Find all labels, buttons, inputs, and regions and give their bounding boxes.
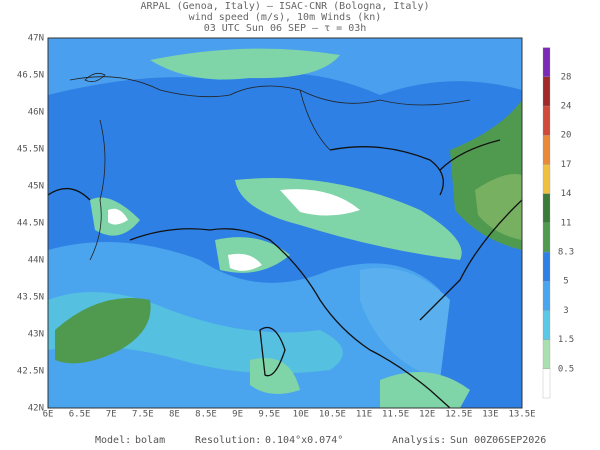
lat-label: 43.5N (17, 293, 44, 303)
lon-label: 13E (482, 410, 498, 420)
lon-label: 10E (293, 410, 309, 420)
colorbar-swatch (542, 47, 551, 77)
colorbar-label: 28 (561, 72, 572, 82)
lon-label: 12.5E (445, 410, 472, 420)
map-frame (47, 37, 523, 409)
colorbar-swatch (542, 251, 551, 282)
lon-label: 6E (43, 410, 54, 420)
colorbar-swatch (542, 339, 551, 369)
lat-label: 46.5N (17, 71, 44, 81)
colorbar-swatch (542, 193, 551, 223)
footer-label: Model: (95, 435, 131, 446)
lon-label: 9.5E (258, 410, 280, 420)
colorbar-swatch (542, 310, 551, 340)
lon-label: 13.5E (508, 410, 535, 420)
lon-label: 6.5E (69, 410, 91, 420)
lon-label: 8E (169, 410, 180, 420)
lon-label: 8.5E (195, 410, 217, 420)
colorbar-label: 20 (561, 131, 572, 141)
colorbar: 0.5 1.5 3 5 8.3 11 14 17 20 24 28 (542, 47, 574, 399)
lat-label: 42.5N (17, 367, 44, 377)
colorbar-label: 1.5 (558, 335, 574, 345)
lat-label: 46N (28, 108, 44, 118)
colorbar-swatch (542, 222, 551, 253)
lat-label: 47N (28, 34, 44, 44)
footer-value: 0.104°x0.074° (265, 435, 343, 446)
lon-label: 10.5E (319, 410, 346, 420)
lat-label: 45.5N (17, 145, 44, 155)
colorbar-label: 5 (563, 277, 568, 287)
lon-label: 9E (232, 410, 243, 420)
lat-label: 44N (28, 256, 44, 266)
colorbar-swatch (542, 105, 551, 136)
lon-label: 11E (356, 410, 372, 420)
colorbar-label: 24 (561, 102, 572, 112)
lon-label: 12E (419, 410, 435, 420)
map-field (48, 38, 522, 408)
lat-label: 44.5N (17, 219, 44, 229)
lat-axis: 42N 42.5N 43N 43.5N 44N 44.5N 45N 45.5N 46N 46.5N… (17, 34, 44, 414)
header-line: wind speed (m/s), 10m Winds (kn) (189, 12, 382, 23)
header-line: 03 UTC Sun 06 SEP — τ = 03h (204, 23, 367, 34)
lon-axis: 6E 6.5E 7E 7.5E 8E 8.5E 9E 9.5E 10E 10.5E 11E 11.5E… (43, 410, 536, 420)
lon-label: 7E (106, 410, 117, 420)
header-line: ARPAL (Genoa, Italy) — ISAC-CNR (Bologna… (141, 1, 430, 12)
colorbar-label: 17 (561, 160, 572, 170)
footer-value: Sun 00Z06SEP2026 (450, 435, 546, 446)
footer-label: Analysis: (392, 435, 446, 446)
colorbar-label: 8.3 (558, 248, 574, 258)
colorbar-label: 3 (563, 306, 568, 316)
colorbar-swatch (542, 135, 551, 165)
colorbar-swatch (542, 164, 551, 194)
colorbar-swatch (542, 281, 551, 311)
colorbar-label: 0.5 (558, 364, 574, 374)
colorbar-label: 11 (561, 218, 572, 228)
footer-value: bolam (135, 435, 165, 446)
footer-label: Resolution: (195, 435, 261, 446)
lat-label: 43N (28, 330, 44, 340)
lon-label: 11.5E (382, 410, 409, 420)
colorbar-label: 14 (561, 189, 572, 199)
lat-label: 45N (28, 182, 44, 192)
lat-label: 42N (28, 404, 44, 414)
colorbar-swatch (542, 368, 551, 399)
lon-label: 7.5E (132, 410, 154, 420)
colorbar-swatch (542, 76, 551, 107)
